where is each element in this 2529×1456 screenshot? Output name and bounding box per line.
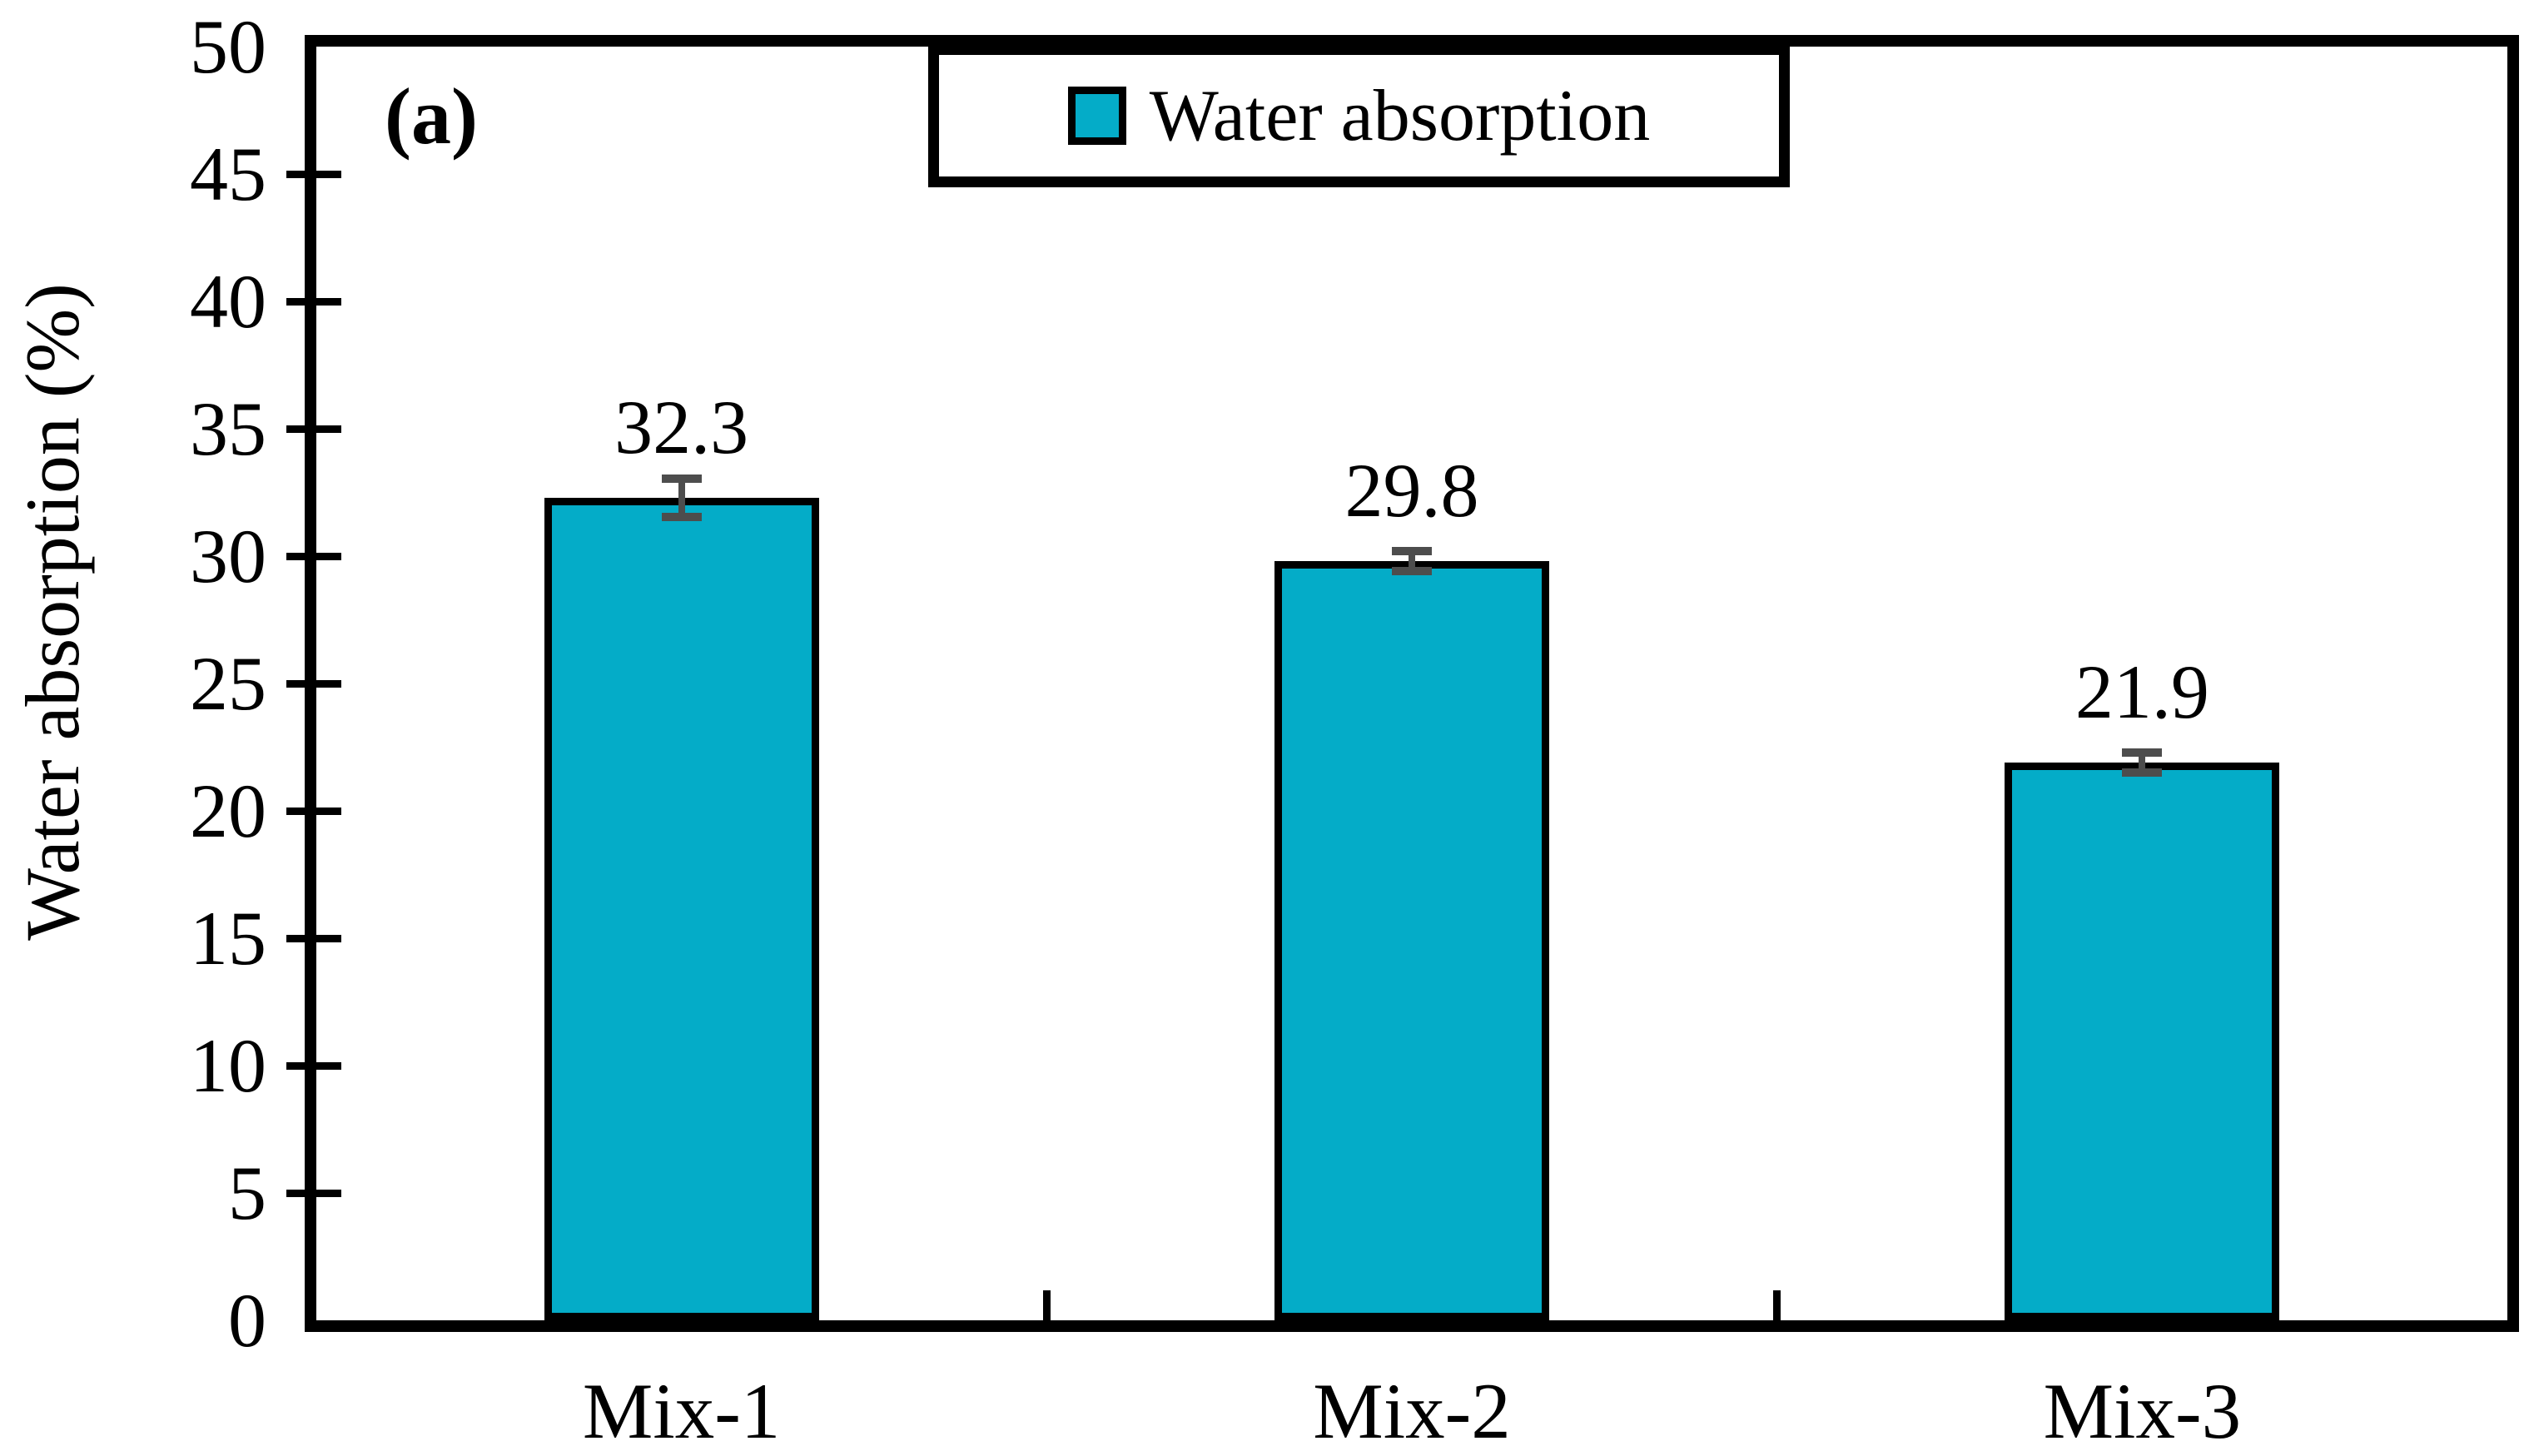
y-tick-mark-20 (286, 807, 341, 815)
y-tick-mark-5 (286, 1189, 341, 1197)
y-tick-label-5: 5 (228, 1150, 266, 1235)
y-tick-mark-15 (286, 934, 341, 942)
x-tick-mark-2 (1773, 1290, 1781, 1320)
error-bar-cap-3 (2122, 768, 2163, 778)
error-bar-line-1 (678, 478, 685, 517)
legend-label: Water absorption (1149, 75, 1651, 157)
y-tick-label-0: 0 (228, 1278, 266, 1363)
y-tick-mark-35 (286, 425, 341, 433)
y-tick-mark-40 (286, 297, 341, 306)
data-label-mix-3: 21.9 (2074, 648, 2209, 734)
error-bar-cap-1 (661, 474, 702, 483)
legend: Water absorption (928, 44, 1790, 187)
error-bar-cap-2 (1392, 567, 1432, 576)
bar-mix-3 (2005, 762, 2280, 1320)
y-tick-mark-30 (286, 552, 341, 560)
y-tick-label-15: 15 (190, 896, 266, 981)
bar-mix-2 (1274, 561, 1549, 1320)
panel-label: (a) (385, 72, 478, 161)
error-bar-line-2 (1409, 550, 1415, 572)
error-bar-cap-3 (2122, 748, 2163, 757)
y-tick-label-25: 25 (190, 641, 266, 726)
y-axis-title: Water absorption (%) (10, 283, 95, 941)
x-tick-mark-1 (1042, 1290, 1051, 1320)
y-tick-label-35: 35 (190, 386, 266, 471)
bar-mix-1 (544, 497, 819, 1320)
y-tick-label-10: 10 (190, 1023, 266, 1108)
y-tick-label-20: 20 (190, 768, 266, 853)
y-tick-mark-45 (286, 170, 341, 178)
y-tick-mark-10 (286, 1061, 341, 1070)
y-tick-label-45: 45 (190, 132, 266, 216)
legend-swatch-icon (1067, 87, 1126, 145)
y-tick-mark-25 (286, 679, 341, 688)
error-bar-cap-2 (1392, 546, 1432, 555)
y-tick-label-50: 50 (190, 4, 266, 89)
y-tick-label-40: 40 (190, 259, 266, 344)
error-bar-line-3 (2139, 752, 2146, 773)
data-label-mix-1: 32.3 (614, 384, 749, 470)
x-category-label-mix-3: Mix-3 (2043, 1367, 2242, 1455)
x-category-label-mix-2: Mix-2 (1313, 1367, 1511, 1455)
x-category-label-mix-1: Mix-1 (582, 1367, 781, 1455)
data-label-mix-2: 29.8 (1344, 448, 1479, 534)
error-bar-cap-1 (661, 512, 702, 521)
y-tick-label-30: 30 (190, 514, 266, 599)
